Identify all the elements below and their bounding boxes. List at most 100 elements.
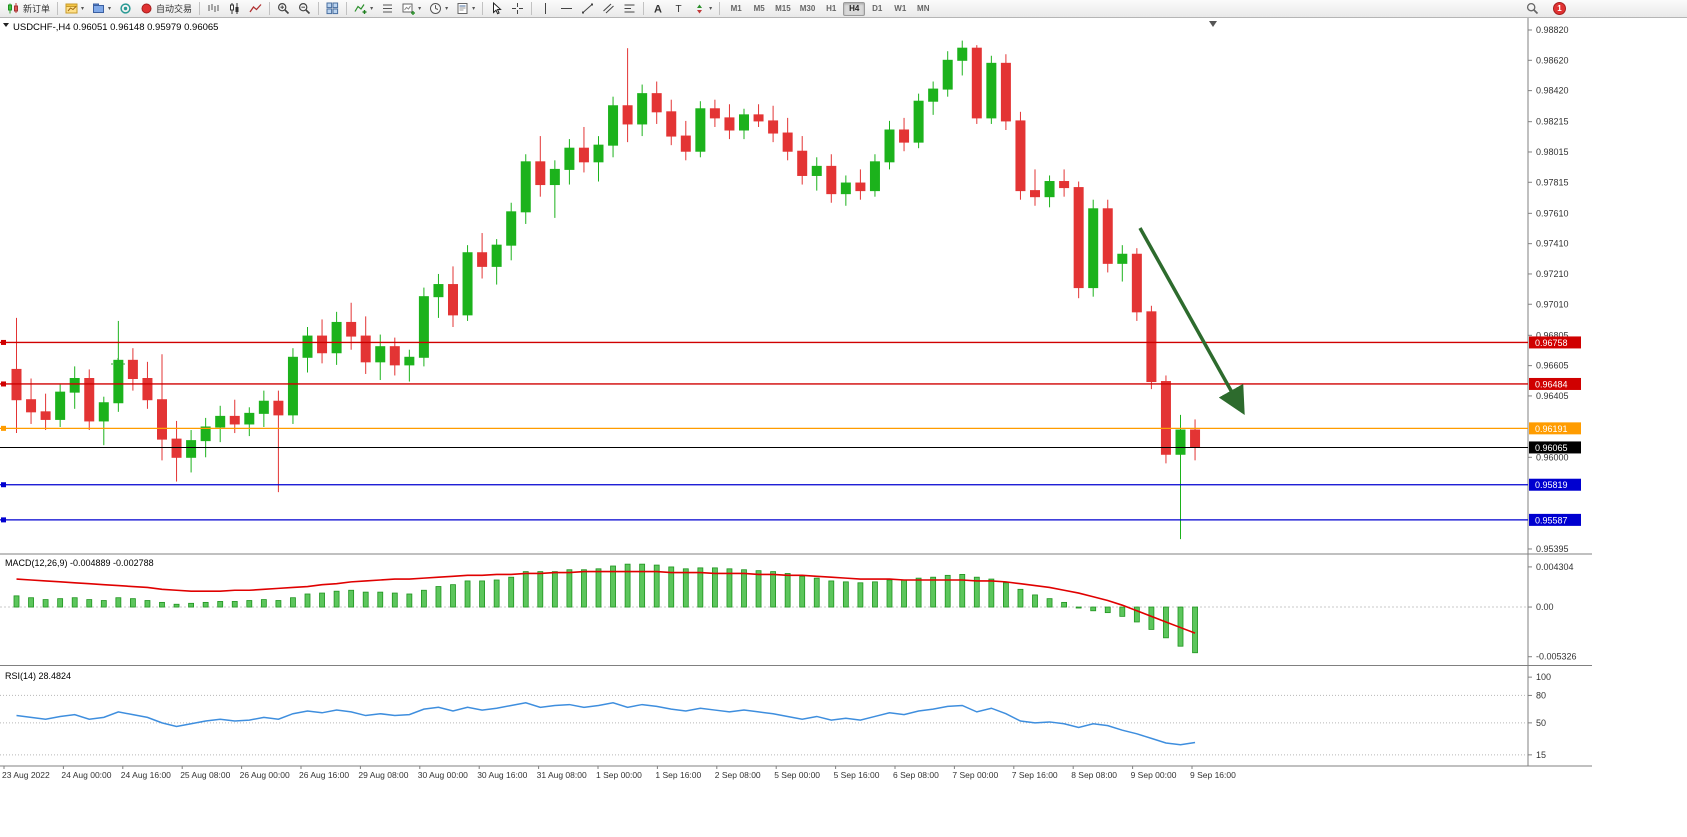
svg-text:100: 100 (1536, 672, 1551, 682)
svg-text:1 Sep 16:00: 1 Sep 16:00 (655, 770, 701, 780)
chart-frame (0, 18, 1592, 767)
trade-marker (111, 358, 125, 370)
profiles-icon (92, 2, 105, 15)
search-button[interactable] (1522, 1, 1543, 17)
auto-trading-icon (140, 2, 153, 15)
toolbar-separator (719, 2, 721, 15)
auto-trading-button[interactable]: 自动交易 (136, 1, 196, 17)
current-price-line: 0.96065 (0, 441, 1581, 454)
svg-text:31 Aug 08:00: 31 Aug 08:00 (537, 770, 587, 780)
timeframe-button-h1[interactable]: H1 (820, 2, 842, 16)
periods-clock-icon (429, 2, 442, 15)
bar-chart-button[interactable] (203, 1, 224, 17)
svg-text:0.98620: 0.98620 (1536, 55, 1569, 65)
auto-trading-label: 自动交易 (156, 4, 193, 14)
svg-text:0.96605: 0.96605 (1536, 361, 1569, 371)
panel-titles: USDCHF-,H4 0.96051 0.96148 0.95979 0.960… (3, 22, 218, 681)
svg-text:0.98420: 0.98420 (1536, 86, 1569, 96)
dropdown-caret: ▾ (709, 5, 713, 12)
new-order-button[interactable]: 新订单 (3, 1, 54, 17)
timeframe-group: M1 M5 M15 M30 H1 H4 D1 W1 MN (725, 1, 934, 16)
svg-text:7 Sep 16:00: 7 Sep 16:00 (1012, 770, 1058, 780)
expert-advisor-icon (119, 2, 132, 15)
svg-text:8 Sep 08:00: 8 Sep 08:00 (1071, 770, 1117, 780)
svg-text:2 Sep 08:00: 2 Sep 08:00 (715, 770, 761, 780)
svg-text:0.97010: 0.97010 (1536, 299, 1569, 309)
candlestick-series (11, 40, 1201, 540)
timeframe-button-mn[interactable]: MN (912, 2, 934, 16)
svg-text:0.96405: 0.96405 (1536, 391, 1569, 401)
bar-chart-icon (207, 2, 220, 15)
timeframe-button-h4[interactable]: H4 (843, 1, 866, 16)
arrows-tool-button[interactable]: ▾ (689, 1, 716, 17)
svg-text:80: 80 (1536, 690, 1546, 700)
svg-text:0.97410: 0.97410 (1536, 239, 1569, 249)
chart-canvas[interactable]: 0.98820 0.98620 0.98420 0.98215 0.98015 0.978… (0, 18, 1687, 837)
profiles-button[interactable]: ▾ (88, 1, 115, 17)
svg-text:A: A (654, 4, 662, 16)
horizontal-line-tool-button[interactable] (556, 1, 577, 17)
charts-window-button[interactable]: ▾ (61, 1, 88, 17)
svg-text:0.95395: 0.95395 (1536, 544, 1569, 554)
svg-text:9 Sep 16:00: 9 Sep 16:00 (1190, 770, 1236, 780)
expert-advisor-button[interactable] (115, 1, 136, 17)
channel-tool-button[interactable] (598, 1, 619, 17)
dropdown-caret: ▾ (472, 5, 476, 12)
svg-text:0.97610: 0.97610 (1536, 208, 1569, 218)
zoom-in-button[interactable] (273, 1, 294, 17)
periods-button[interactable]: ▾ (425, 1, 452, 17)
zoom-out-button[interactable] (294, 1, 315, 17)
chart-title: USDCHF-,H4 0.96051 0.96148 0.95979 0.960… (13, 22, 218, 33)
notification-badge[interactable]: 1 (1553, 2, 1566, 15)
trendline-tool-button[interactable] (577, 1, 598, 17)
candlestick-chart-button[interactable] (224, 1, 245, 17)
label-tool-button[interactable]: T (668, 1, 689, 17)
horizontal-lines: 0.96758 0.96484 0.96191 0.95819 0.95587 (0, 336, 1581, 526)
svg-text:T: T (676, 4, 682, 15)
timeframe-button-d1[interactable]: D1 (866, 2, 888, 16)
svg-text:0.004304: 0.004304 (1536, 562, 1574, 572)
svg-text:0.96191: 0.96191 (1535, 424, 1568, 434)
svg-text:26 Aug 00:00: 26 Aug 00:00 (240, 770, 290, 780)
tile-windows-button[interactable] (322, 1, 343, 17)
cursor-icon (490, 2, 503, 15)
add-indicator-icon (402, 2, 416, 15)
macd-axis: 0.004304 0.00 -0.005326 (0, 562, 1577, 662)
fibonacci-tool-button[interactable] (619, 1, 640, 17)
toolbar-separator (346, 2, 348, 15)
toolbar-separator (318, 2, 320, 15)
timeframe-button-m5[interactable]: M5 (748, 2, 770, 16)
svg-text:24 Aug 00:00: 24 Aug 00:00 (61, 770, 111, 780)
timeframe-button-m15[interactable]: M15 (771, 2, 795, 16)
indicators-button[interactable]: ▾ (350, 1, 377, 17)
price-axis: 0.98820 0.98620 0.98420 0.98215 0.98015 0.978… (1528, 25, 1569, 554)
macd-series (13, 563, 1198, 654)
objects-list-button[interactable] (377, 1, 398, 17)
chart-shift-marker (1209, 21, 1217, 27)
templates-button[interactable]: ▾ (452, 1, 479, 17)
line-chart-button[interactable] (245, 1, 266, 17)
toolbar-separator (531, 2, 533, 15)
svg-text:0.95819: 0.95819 (1535, 480, 1568, 490)
vertical-line-tool-button[interactable] (535, 1, 556, 17)
toolbar-separator (482, 2, 484, 15)
time-axis: 23 Aug 2022 24 Aug 00:00 24 Aug 16:00 25 Au… (2, 766, 1236, 780)
svg-text:0.97815: 0.97815 (1536, 177, 1569, 187)
svg-text:15: 15 (1536, 750, 1546, 760)
svg-text:50: 50 (1536, 718, 1546, 728)
cursor-button[interactable] (486, 1, 507, 17)
zoom-out-icon (298, 2, 311, 15)
toolbar-separator (57, 2, 59, 15)
crosshair-button[interactable] (507, 1, 528, 17)
text-icon: A (651, 2, 664, 16)
timeframe-button-m30[interactable]: M30 (796, 2, 820, 16)
vertical-line-icon (539, 2, 552, 15)
timeframe-button-w1[interactable]: W1 (889, 2, 911, 16)
timeframe-button-m1[interactable]: M1 (725, 2, 747, 16)
add-indicator-button[interactable]: ▾ (398, 1, 425, 17)
svg-text:0.96484: 0.96484 (1535, 379, 1568, 389)
svg-text:0.98215: 0.98215 (1536, 117, 1569, 127)
svg-text:0.00: 0.00 (1536, 602, 1554, 612)
text-tool-button[interactable]: A (647, 1, 668, 17)
